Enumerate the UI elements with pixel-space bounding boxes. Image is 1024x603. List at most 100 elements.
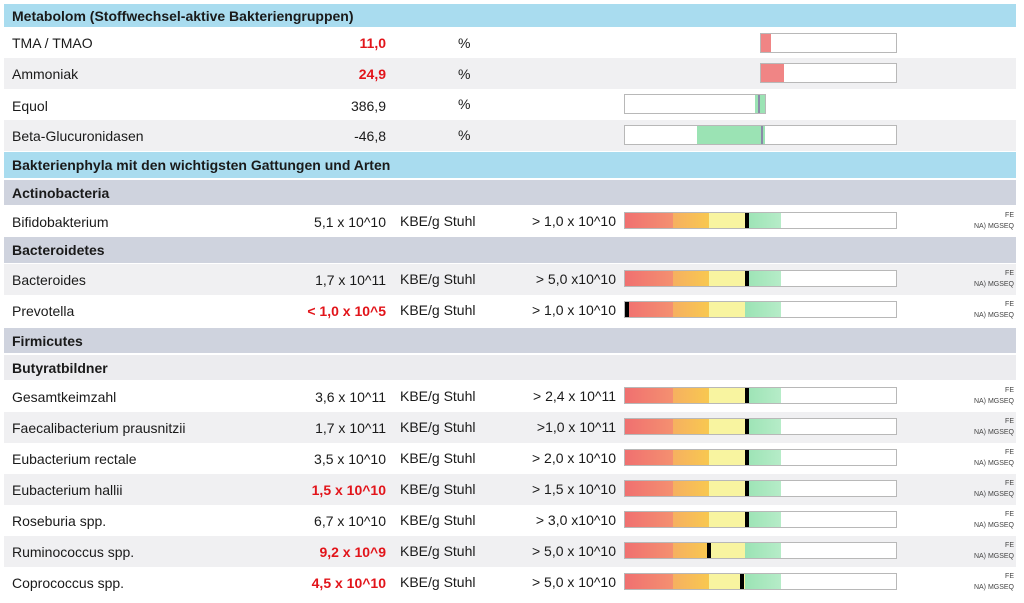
gauge-zone-red (625, 512, 673, 527)
method-line: FE (1005, 270, 1014, 277)
deviation-fill (761, 34, 771, 52)
gauge-zone-orange (673, 419, 709, 434)
bacteria-unit: KBE/g Stuhl (400, 419, 476, 435)
group-title: Bacteroidetes (12, 242, 105, 258)
parameter-name: Beta-Glucuronidasen (12, 128, 144, 144)
gauge-zone-red (625, 388, 673, 403)
gauge-zone-orange (673, 271, 709, 286)
gauge-zone-green (745, 388, 781, 403)
bacteria-unit: KBE/g Stuhl (400, 450, 476, 466)
bacteria-name: Bacteroides (12, 272, 86, 288)
method-note: FE NA) MGSEQ (974, 299, 1014, 321)
range-gauge (624, 212, 897, 229)
range-gauge (624, 449, 897, 466)
gauge-zone-yellow (709, 302, 745, 317)
metabolom-row: Ammoniak 24,9 % (4, 58, 1016, 89)
group-title: Firmicutes (12, 332, 83, 349)
gauge-zone-orange (673, 481, 709, 496)
method-line: NA) MGSEQ (973, 584, 1014, 591)
method-line: FE (1005, 542, 1014, 549)
metabolom-row: Equol 386,9 % (4, 89, 1016, 120)
group-title: Butyratbildner (12, 359, 108, 376)
parameter-value: 386,9 (350, 98, 386, 114)
gauge-marker (745, 213, 749, 228)
bacteria-row: Roseburia spp. 6,7 x 10^10 KBE/g Stuhl > 3,… (4, 505, 1016, 536)
bacteria-row: Gesamtkeimzahl 3,6 x 10^11 KBE/g Stuhl > 2,… (4, 381, 1016, 412)
bacteria-name: Faecalibacterium prausnitzii (12, 420, 186, 436)
gauge-zone-red (625, 543, 673, 558)
section-header-phyla: Bakterienphyla mit den wichtigsten Gattu… (4, 152, 1016, 178)
method-line: FE (1005, 449, 1014, 456)
bacteria-row: Ruminococcus spp. 9,2 x 10^9 KBE/g Stuhl > … (4, 536, 1016, 567)
gauge-zone-red (625, 419, 673, 434)
method-line: NA) MGSEQ (973, 522, 1014, 529)
gauge-zone-yellow (709, 512, 745, 527)
range-gauge (624, 270, 897, 287)
subgroup-header-butyratbildner: Butyratbildner (4, 355, 1016, 380)
gauge-marker (745, 450, 749, 465)
method-note: FE NA) MGSEQ (974, 268, 1014, 290)
range-gauge (624, 387, 897, 404)
parameter-value: 24,9 (358, 66, 386, 82)
method-note: FE NA) MGSEQ (974, 571, 1014, 593)
reference-range: > 3,0 x10^10 (535, 512, 616, 528)
bacteria-name: Roseburia spp. (12, 513, 107, 529)
gauge-zone-yellow (709, 481, 745, 496)
parameter-value: 11,0 (359, 35, 386, 51)
range-gauge (624, 418, 897, 435)
gauge-zone-orange (673, 512, 709, 527)
deviation-bar (624, 125, 897, 145)
parameter-name: Ammoniak (12, 66, 79, 82)
deviation-fill (755, 95, 765, 113)
bacteria-value: 3,6 x 10^11 (315, 389, 386, 405)
gauge-zone-red (625, 271, 673, 286)
gauge-zone-yellow (709, 213, 745, 228)
bacteria-row: Eubacterium hallii 1,5 x 10^10 KBE/g Stuhl… (4, 474, 1016, 505)
method-note: FE NA) MGSEQ (974, 385, 1014, 407)
parameter-unit: % (458, 66, 471, 82)
bacteria-unit: KBE/g Stuhl (400, 574, 476, 590)
reference-range: > 2,0 x 10^10 (531, 450, 616, 466)
gauge-marker (745, 419, 749, 434)
bacteria-value: 1,5 x 10^10 (311, 482, 386, 498)
reference-range: > 5,0 x 10^10 (531, 543, 616, 559)
gauge-zone-yellow (709, 271, 745, 286)
range-gauge (624, 511, 897, 528)
gauge-zone-yellow (709, 419, 745, 434)
bacteria-row: Coprococcus spp. 4,5 x 10^10 KBE/g Stuhl > … (4, 567, 1016, 599)
gauge-zone-orange (673, 574, 709, 589)
parameter-value: -46,8 (354, 128, 386, 144)
bacteria-unit: KBE/g Stuhl (400, 543, 476, 559)
gauge-zone-red (625, 481, 673, 496)
bacteria-value: 5,1 x 10^10 (314, 214, 386, 230)
method-line: NA) MGSEQ (973, 553, 1014, 560)
gauge-zone-green (745, 543, 781, 558)
bacteria-value: 6,7 x 10^10 (314, 513, 386, 529)
method-line: NA) MGSEQ (973, 281, 1014, 288)
range-gauge (624, 542, 897, 559)
parameter-unit: % (458, 96, 471, 112)
bacteria-row: Bifidobakterium 5,1 x 10^10 KBE/g Stuhl > 1… (4, 206, 1016, 236)
bacteria-name: Bifidobakterium (12, 214, 109, 230)
gauge-zone-green (745, 512, 781, 527)
bacteria-unit: KBE/g Stuhl (400, 271, 476, 287)
group-header-actinobacteria: Actinobacteria (4, 180, 1016, 205)
gauge-zone-orange (673, 302, 709, 317)
range-gauge (624, 573, 897, 590)
reference-range: > 5,0 x10^10 (535, 271, 616, 287)
bacteria-row: Eubacterium rectale 3,5 x 10^10 KBE/g Stuh… (4, 443, 1016, 474)
gauge-zone-green (745, 419, 781, 434)
method-line: NA) MGSEQ (973, 460, 1014, 467)
gauge-zone-red (625, 450, 673, 465)
range-gauge (624, 301, 897, 318)
reference-range: >1,0 x 10^11 (536, 419, 616, 435)
bacteria-unit: KBE/g Stuhl (400, 481, 476, 497)
bacteria-unit: KBE/g Stuhl (400, 213, 476, 229)
bacteria-row: Faecalibacterium prausnitzii 1,7 x 10^11 K… (4, 412, 1016, 443)
group-header-firmicutes: Firmicutes (4, 328, 1016, 353)
method-note: FE NA) MGSEQ (974, 210, 1014, 232)
bacteria-name: Gesamtkeimzahl (12, 389, 117, 405)
gauge-zone-orange (673, 388, 709, 403)
gauge-zone-green (745, 213, 781, 228)
bacteria-value: 9,2 x 10^9 (319, 544, 386, 560)
